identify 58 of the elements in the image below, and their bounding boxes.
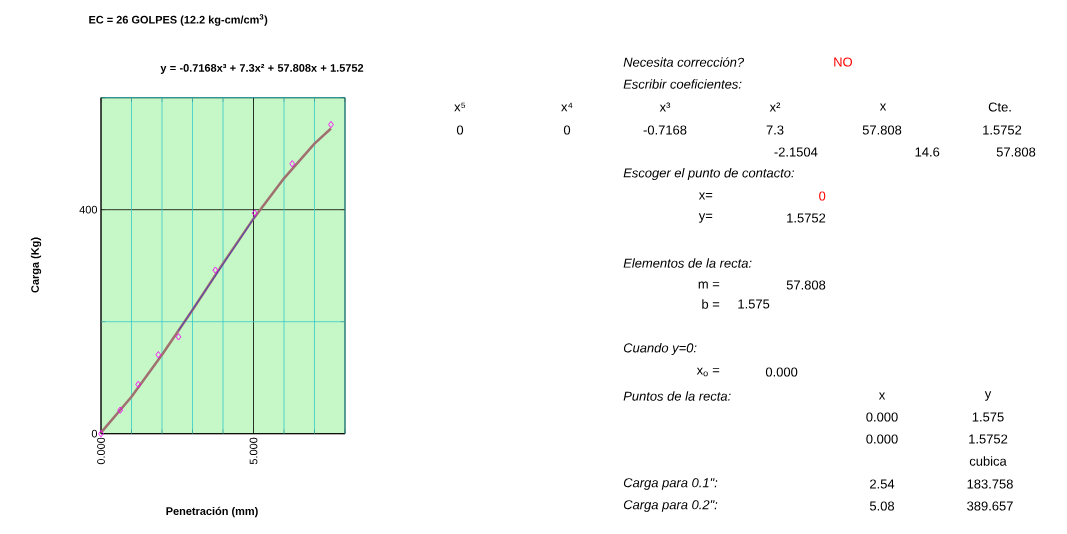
text: b = xyxy=(702,299,720,309)
text: 1.5752 xyxy=(787,213,826,223)
text: x= xyxy=(698,192,713,200)
text: Necesita corrección? xyxy=(623,57,745,67)
text: Cte. xyxy=(988,102,1011,112)
text: 1.575 xyxy=(738,299,770,309)
point xyxy=(212,266,219,274)
text: 389.657 xyxy=(967,501,1013,511)
text: 1.5752 xyxy=(983,125,1022,135)
text: 14.6 xyxy=(915,147,940,157)
text: 0 xyxy=(819,191,826,201)
line-series xyxy=(99,127,333,434)
text: m = xyxy=(698,281,720,289)
text: -0.7168 xyxy=(643,125,687,135)
text: x⁵ xyxy=(454,102,466,112)
text: 0.000 xyxy=(765,367,798,377)
text: x⁴ xyxy=(561,102,573,112)
text: x xyxy=(878,392,886,400)
text: Puntos de la recta: xyxy=(623,391,731,401)
text: 1.5752 xyxy=(969,434,1008,444)
text: 0.000 xyxy=(866,412,898,422)
text: NO xyxy=(834,57,853,67)
text: Carga para 0.1": xyxy=(623,478,718,490)
text: 0 xyxy=(563,125,571,135)
x-axis-title: Penetración (mm) xyxy=(166,506,258,518)
chart-title: EC = 26 GOLPES (12.2 kg-cm/cm$^{3}$) xyxy=(89,14,268,26)
text: 5.08 xyxy=(869,501,895,511)
text: 2.54 xyxy=(870,479,895,489)
text: 57.808 xyxy=(862,125,902,135)
text: x³ xyxy=(659,102,671,112)
text: x² xyxy=(769,102,781,112)
text: y = -0.7168x³ + 7.3x² + 57.808x + 1.5752 xyxy=(160,64,364,74)
text: y xyxy=(984,391,992,401)
text: cubica xyxy=(969,456,1007,466)
text: -2.1504 xyxy=(774,147,818,157)
text: 7.3 xyxy=(766,125,784,135)
x-tick-label: 5.000 xyxy=(249,437,258,465)
point xyxy=(155,351,162,359)
text: 1.575 xyxy=(972,412,1004,422)
text: 0 xyxy=(456,125,464,135)
point xyxy=(135,380,142,389)
text: Elementos de la recta: xyxy=(623,258,752,268)
text: Escribir coeficientes: xyxy=(623,79,742,89)
text: 183.758 xyxy=(967,479,1013,489)
y-tick-label: 400 xyxy=(79,205,98,214)
point xyxy=(251,209,258,217)
point xyxy=(289,160,296,168)
text: Escoger el punto de contacto: xyxy=(623,167,795,181)
point xyxy=(175,333,182,341)
text: x xyxy=(879,103,887,111)
text: Cuando y=0: xyxy=(623,342,697,356)
point xyxy=(117,406,124,414)
text: x$_{o}$ = xyxy=(696,367,720,377)
text: y= xyxy=(698,213,713,223)
text: 57.808 xyxy=(996,147,1036,157)
text: 57.808 xyxy=(786,280,826,290)
y-axis-title: Carga (Kg) xyxy=(30,237,42,293)
text: Carga para 0.2": xyxy=(623,500,718,512)
